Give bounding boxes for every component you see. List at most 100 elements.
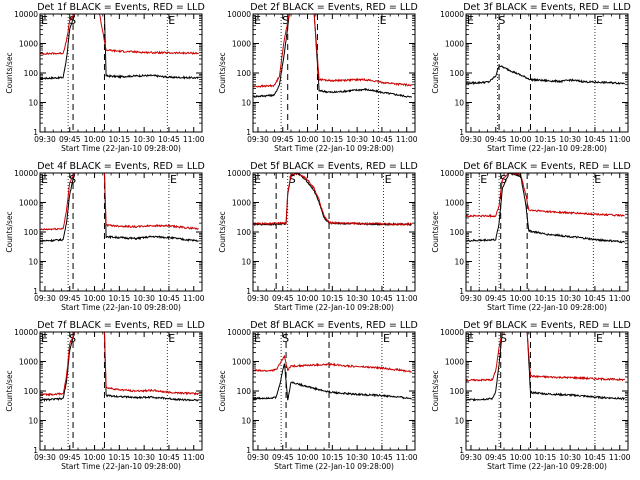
chart-7-xtick-label-7: 11:00 xyxy=(183,453,205,462)
chart-1-xtick-label-2: 09:45 xyxy=(59,135,81,144)
chart-9-series-events xyxy=(466,332,626,402)
chart-7-xtick-label-5: 10:30 xyxy=(133,453,155,462)
chart-2-series-events xyxy=(253,14,413,98)
chart-3-ytick-label-10000: 10000 xyxy=(440,10,464,19)
chart-2-ytick-label-1000: 1000 xyxy=(232,40,251,49)
chart-1-xtick-label-3: 10:00 xyxy=(84,135,106,144)
chart-4-xtick-label-3: 10:00 xyxy=(84,294,106,303)
chart-3-xtick-label-5: 10:30 xyxy=(559,135,581,144)
chart-8-marker-E-1: E xyxy=(254,332,261,345)
chart-3-frame xyxy=(465,13,629,133)
chart-4-series-events xyxy=(40,173,199,243)
chart-7-xtick-label-4: 10:15 xyxy=(109,453,131,462)
chart-8-xlabel: Start Time (22-Jan-10 09:28:00) xyxy=(274,462,394,471)
chart-8-xtick-label-3: 10:00 xyxy=(297,453,319,462)
chart-6-marker-S-2: S xyxy=(500,173,507,186)
chart-1-series-lld xyxy=(40,14,199,56)
chart-9-marker-S-2: S xyxy=(500,332,507,345)
chart-4-xtick-label-4: 10:15 xyxy=(109,294,131,303)
chart-9-marker-E-1: E xyxy=(467,332,474,345)
chart-6-marker-E-1: E xyxy=(480,173,487,186)
chart-6-ytick-label-1000: 1000 xyxy=(445,199,464,208)
chart-4-title: Det 4f BLACK = Events, RED = LLD xyxy=(37,161,205,172)
chart-6-xtick-label-7: 11:00 xyxy=(609,294,631,303)
chart-2-xtick-label-7: 11:00 xyxy=(396,135,418,144)
chart-2-xtick-label-3: 10:00 xyxy=(297,135,319,144)
chart-2-series-lld xyxy=(253,14,413,88)
chart-4-xtick-label-7: 11:00 xyxy=(183,294,205,303)
chart-8-ytick-label-10: 10 xyxy=(241,417,251,426)
chart-4-ytick-label-100: 100 xyxy=(24,228,39,237)
chart-6-ytick-label-10000: 10000 xyxy=(440,169,464,178)
chart-2-ytick-label-1: 1 xyxy=(246,128,251,137)
chart-8-xtick-label-7: 11:00 xyxy=(396,453,418,462)
chart-2-marker-E-1: E xyxy=(254,14,261,27)
chart-5-ytick-label-10000: 10000 xyxy=(227,169,251,178)
chart-5-xtick-label-3: 10:00 xyxy=(297,294,319,303)
chart-8-marker-S-2: S xyxy=(282,332,289,345)
chart-2-xtick-label-4: 10:15 xyxy=(322,135,344,144)
chart-9-xtick-label-5: 10:30 xyxy=(559,453,581,462)
chart-8-ylabel: Counts/sec xyxy=(218,370,227,411)
chart-7-ytick-label-100: 100 xyxy=(24,387,39,396)
chart-8-xtick-label-2: 09:45 xyxy=(272,453,294,462)
chart-6-xtick-label-6: 10:45 xyxy=(584,294,606,303)
chart-9-xtick-label-1: 09:30 xyxy=(460,453,482,462)
chart-6-frame xyxy=(465,172,629,292)
chart-1-ytick-label-100: 100 xyxy=(24,69,39,78)
chart-3-ytick-label-10: 10 xyxy=(454,99,464,108)
chart-4-xtick-label-5: 10:30 xyxy=(133,294,155,303)
chart-9-series-lld xyxy=(466,332,626,382)
chart-3-xtick-label-7: 11:00 xyxy=(609,135,631,144)
chart-9-ylabel: Counts/sec xyxy=(431,370,440,411)
chart-2-xtick-label-1: 09:30 xyxy=(247,135,269,144)
chart-3-xtick-label-6: 10:45 xyxy=(584,135,606,144)
chart-3-ytick-label-1: 1 xyxy=(459,128,464,137)
chart-8-title: Det 8f BLACK = Events, RED = LLD xyxy=(250,320,418,331)
chart-5-ytick-label-1000: 1000 xyxy=(232,199,251,208)
chart-2-marker-S-2: S xyxy=(282,14,289,27)
chart-6-xlabel: Start Time (22-Jan-10 09:28:00) xyxy=(487,303,607,312)
chart-4-marker-E-1: E xyxy=(41,173,48,186)
chart-9-xtick-label-4: 10:15 xyxy=(535,453,557,462)
chart-7-ytick-label-10: 10 xyxy=(28,417,38,426)
chart-8-ytick-label-1: 1 xyxy=(246,446,251,455)
chart-9-marker-E-3: E xyxy=(596,332,603,345)
chart-5-marker-S-2: S xyxy=(289,173,296,186)
chart-6-ytick-label-1: 1 xyxy=(459,287,464,296)
chart-2-xtick-label-6: 10:45 xyxy=(371,135,393,144)
chart-7-marker-E-3: E xyxy=(168,332,175,345)
chart-3-marker-S-2: S xyxy=(498,14,505,27)
chart-8-xtick-label-4: 10:15 xyxy=(322,453,344,462)
chart-1-xtick-label-5: 10:30 xyxy=(133,135,155,144)
chart-5-ytick-label-10: 10 xyxy=(241,258,251,267)
chart-5-xtick-label-7: 11:00 xyxy=(396,294,418,303)
chart-5-xtick-label-1: 09:30 xyxy=(247,294,269,303)
chart-7-ytick-label-10000: 10000 xyxy=(14,328,38,337)
chart-4-ytick-label-1: 1 xyxy=(33,287,38,296)
chart-7-series-lld xyxy=(40,332,200,397)
chart-7-ylabel: Counts/sec xyxy=(5,370,14,411)
chart-7-series-events xyxy=(40,332,200,403)
chart-9-ytick-label-10: 10 xyxy=(454,417,464,426)
chart-2-ytick-label-10000: 10000 xyxy=(227,10,251,19)
chart-3-xtick-label-4: 10:15 xyxy=(535,135,557,144)
chart-1-xtick-label-1: 09:30 xyxy=(34,135,56,144)
chart-8-ytick-label-1000: 1000 xyxy=(232,358,251,367)
chart-9-ytick-label-100: 100 xyxy=(450,387,465,396)
chart-6-ytick-label-100: 100 xyxy=(450,228,465,237)
chart-8-xtick-label-6: 10:45 xyxy=(371,453,393,462)
chart-5-xtick-label-4: 10:15 xyxy=(322,294,344,303)
chart-3-xlabel: Start Time (22-Jan-10 09:28:00) xyxy=(487,144,607,153)
chart-1-ytick-label-1000: 1000 xyxy=(19,40,38,49)
chart-8-frame xyxy=(252,331,416,451)
chart-8-series-events xyxy=(253,363,412,401)
